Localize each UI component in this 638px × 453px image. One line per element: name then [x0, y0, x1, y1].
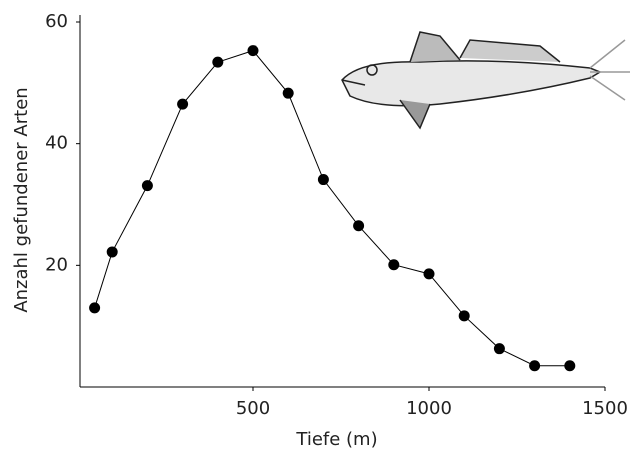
data-point: [89, 302, 101, 314]
data-line: [94, 50, 570, 367]
data-point: [141, 180, 153, 192]
data-point: [529, 360, 541, 372]
y-tick-label: 20: [45, 254, 68, 275]
x-tick-label: 1500: [582, 398, 628, 419]
data-point: [317, 174, 329, 186]
y-tick-label: 40: [45, 133, 68, 154]
x-tick-label: 500: [236, 398, 270, 419]
fish-illustration: [341, 31, 630, 130]
data-point: [247, 45, 259, 57]
y-tick-label: 60: [45, 11, 68, 32]
y-axis-label: Anzahl gefundener Arten: [11, 87, 32, 312]
data-point: [458, 310, 470, 322]
data-point: [388, 259, 400, 271]
data-point: [353, 220, 365, 232]
data-point: [106, 246, 118, 258]
data-point: [177, 98, 189, 110]
x-axis-label: Tiefe (m): [295, 429, 377, 450]
data-point: [212, 56, 224, 68]
data-point: [493, 343, 505, 355]
data-point: [564, 360, 576, 372]
data-point: [282, 87, 294, 99]
x-tick-label: 1000: [406, 398, 452, 419]
data-point: [423, 268, 435, 280]
